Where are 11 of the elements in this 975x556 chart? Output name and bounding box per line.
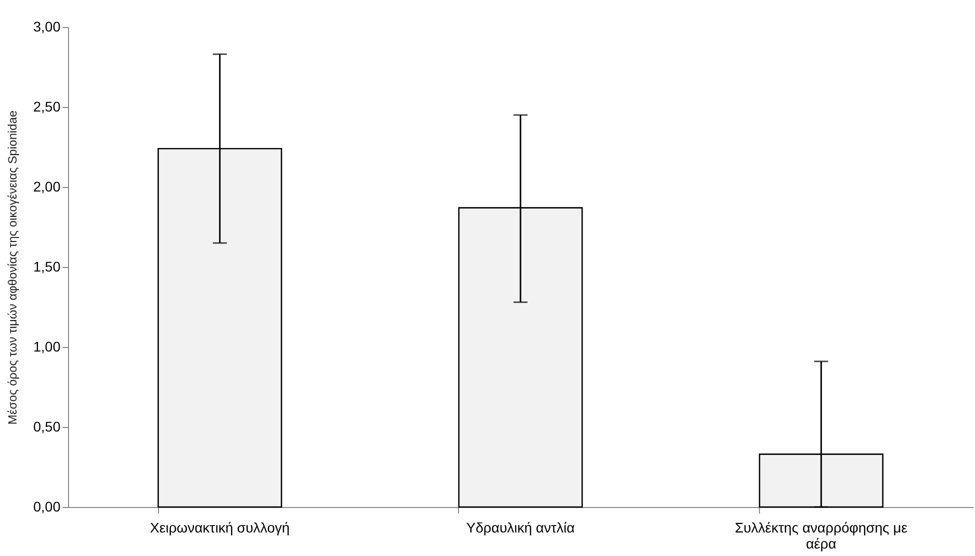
y-tick-label: 1,50 [33,258,61,274]
x-tick-label: Χειρωνακτική συλλογή [150,520,290,536]
y-tick-label: 0,50 [33,418,61,434]
y-tick-label: 3,00 [33,18,61,34]
y-tick-label: 1,00 [33,338,61,354]
x-tick-label: Συλλέκτης αναρρόφησης με αέρα [734,520,908,552]
y-tick-label: 2,50 [33,98,61,114]
y-tick-label: 0,00 [33,498,61,514]
x-tick-label: Υδραυλική αντλία [466,520,575,536]
y-axis-title: Μέσος όρος των τιμών αφθονίας της οικογένειας Spionidae [5,110,20,425]
y-tick-label: 2,00 [33,178,61,194]
